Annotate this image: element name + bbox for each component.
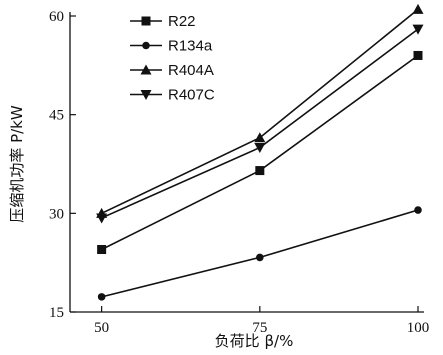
y-tick-label: 15 xyxy=(49,305,64,321)
x-tick-label: 100 xyxy=(407,320,430,336)
legend-marker xyxy=(140,64,152,75)
legend-label: R22 xyxy=(168,13,196,30)
y-axis-title: 压缩机功率 P/kW xyxy=(8,105,26,223)
data-point-r404a xyxy=(412,3,424,14)
data-point-r404a xyxy=(254,132,266,143)
series-line-r407c xyxy=(101,28,419,219)
x-axis-title: 负荷比 β/% xyxy=(215,332,294,350)
data-point-r22 xyxy=(413,50,423,60)
legend-marker xyxy=(141,16,151,26)
y-tick-label: 60 xyxy=(49,9,64,25)
data-point-r134a xyxy=(256,253,264,262)
data-point-r134a xyxy=(97,293,106,301)
series-line-r134a xyxy=(101,209,419,298)
legend-label: R407C xyxy=(168,87,215,104)
legend-label: R404A xyxy=(168,62,214,79)
data-point-r134a xyxy=(414,206,422,214)
data-point-r407c xyxy=(412,24,424,35)
legend-marker xyxy=(140,90,152,100)
data-point-r22 xyxy=(97,245,107,255)
data-point-r407c xyxy=(254,143,266,154)
series-line-r404a xyxy=(101,8,419,215)
legend: R22 R134a R404A R407C xyxy=(130,13,215,104)
x-tick-label: 50 xyxy=(94,320,109,336)
data-point-r407c xyxy=(96,213,108,224)
legend-marker xyxy=(142,41,150,50)
series-markers xyxy=(96,3,424,301)
y-tick-label: 30 xyxy=(49,206,64,222)
data-point-r22 xyxy=(255,166,265,176)
axes xyxy=(69,12,424,313)
x-tick-label: 75 xyxy=(252,320,267,336)
legend-label: R134a xyxy=(168,38,213,55)
y-tick-label: 45 xyxy=(49,108,64,124)
tick-labels: 15 30 45 60 50 75 100 xyxy=(49,9,429,336)
